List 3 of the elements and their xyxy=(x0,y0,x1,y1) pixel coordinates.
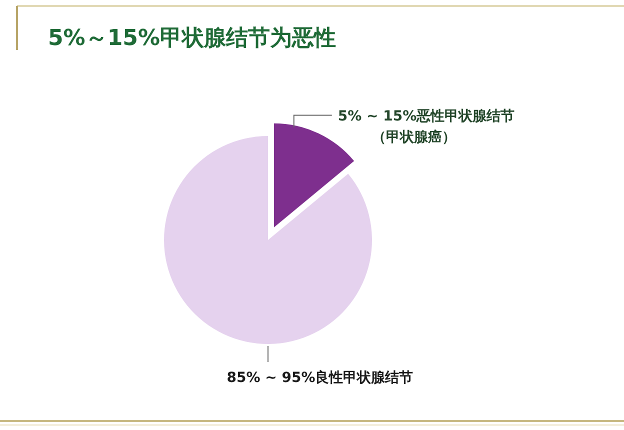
slice-label: 5% ~ 15%恶性甲状腺结节（甲状腺癌） xyxy=(338,108,515,146)
chart-title: 5%～15%甲状腺结节为恶性 xyxy=(48,26,336,51)
slice-label: 85% ~ 95%良性甲状腺结节 xyxy=(226,369,414,386)
